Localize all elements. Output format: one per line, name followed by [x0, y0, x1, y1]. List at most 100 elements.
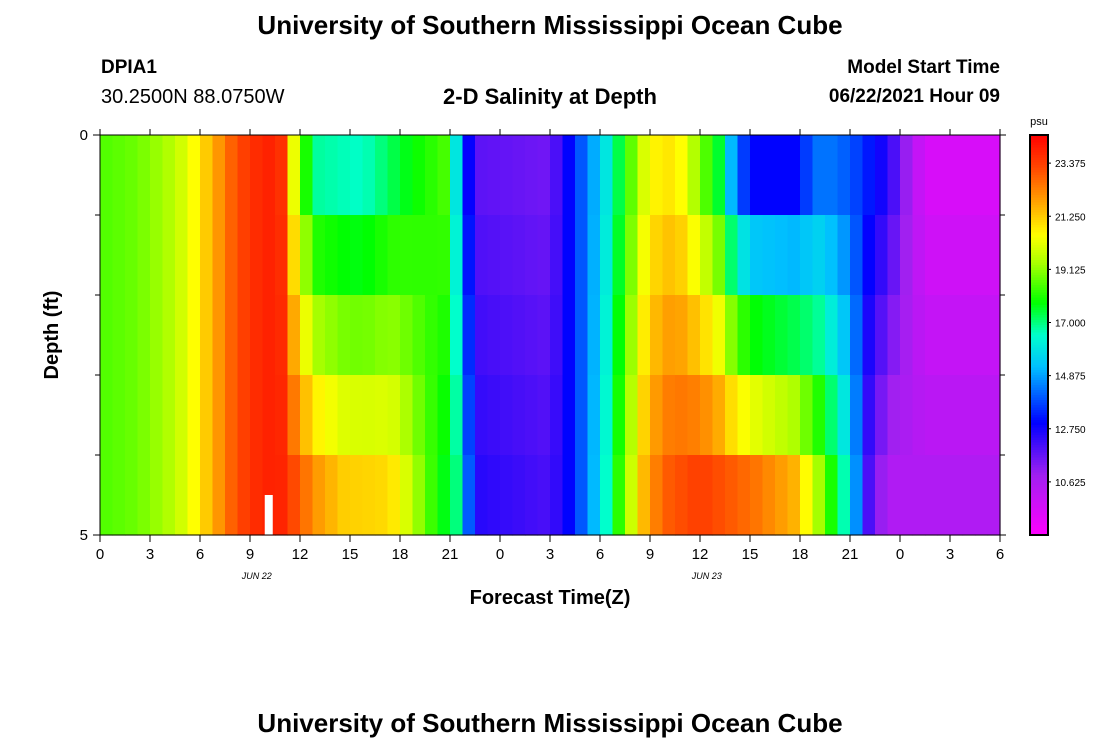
heatmap-cell [712, 295, 726, 376]
colorbar-segment [1030, 417, 1048, 421]
heatmap-cell [387, 215, 401, 296]
heatmap-cell [150, 135, 164, 216]
heatmap-cell [825, 295, 839, 376]
heatmap-cell [700, 295, 714, 376]
heatmap-cell [387, 375, 401, 456]
heatmap-cell [550, 215, 564, 296]
heatmap-cell [312, 135, 326, 216]
heatmap-cell [862, 295, 876, 376]
heatmap-cell [625, 215, 639, 296]
x-tick-label: 21 [442, 546, 459, 563]
heatmap-cell [800, 375, 814, 456]
station-coordinates: 30.2500N 88.0750W [101, 86, 285, 108]
colorbar-segment [1030, 505, 1048, 508]
heatmap-cell [137, 295, 151, 376]
colorbar-segment [1030, 402, 1048, 406]
colorbar-segment [1030, 415, 1048, 418]
colorbar-segment [1030, 530, 1048, 533]
heatmap-cell [837, 295, 851, 376]
heatmap-cell [687, 215, 701, 296]
colorbar-segment [1030, 175, 1048, 178]
colorbar-segment [1030, 147, 1048, 151]
heatmap-cell [162, 215, 176, 296]
heatmap-cell [612, 295, 626, 376]
colorbar-segment [1030, 135, 1048, 138]
heatmap-cell [875, 455, 889, 536]
x-tick-label: 0 [896, 546, 904, 563]
heatmap-cell [862, 375, 876, 456]
heatmap-cell [362, 295, 376, 376]
y-tick-label: 5 [80, 527, 88, 544]
heatmap-cell [562, 455, 576, 536]
heatmap-cell [850, 135, 864, 216]
heatmap-cell [575, 215, 589, 296]
x-date-label: JUN 23 [691, 571, 722, 581]
heatmap-cell [562, 375, 576, 456]
heatmap-cell [137, 375, 151, 456]
heatmap-cell [362, 455, 376, 536]
colorbar-segment [1030, 220, 1048, 223]
heatmap-cell [587, 295, 601, 376]
heatmap-cell [700, 135, 714, 216]
heatmap-cell [837, 135, 851, 216]
heatmap-cell [975, 135, 989, 216]
heatmap-cell [425, 375, 439, 456]
heatmap-cell [125, 455, 139, 536]
heatmap-cell [675, 135, 689, 216]
colorbar-segment [1030, 267, 1048, 271]
footer-title: University of Southern Mississippi Ocean… [257, 708, 843, 738]
heatmap-cell [587, 135, 601, 216]
heatmap-cell [750, 455, 764, 536]
x-tick-label: 6 [996, 546, 1004, 563]
heatmap-cell [412, 455, 426, 536]
heatmap-cell [325, 455, 339, 536]
heatmap-cell [937, 455, 951, 536]
heatmap-cell [125, 375, 139, 456]
heatmap-cell [475, 455, 489, 536]
heatmap-cell [112, 295, 126, 376]
heatmap-cell [975, 375, 989, 456]
heatmap-cell [337, 455, 351, 536]
heatmap-cell [812, 215, 826, 296]
colorbar-segment [1030, 212, 1048, 216]
colorbar-segment [1030, 210, 1048, 213]
heatmap-cell [587, 455, 601, 536]
colorbar-segment [1030, 222, 1048, 226]
figure-title: University of Southern Mississippi Ocean… [257, 10, 843, 40]
heatmap-cell [250, 455, 264, 536]
heatmap-cell [225, 455, 239, 536]
x-tick-label: 0 [96, 546, 104, 563]
heatmap-cell [812, 135, 826, 216]
heatmap-cell [750, 215, 764, 296]
heatmap-cell [512, 455, 526, 536]
heatmap-cell [512, 215, 526, 296]
heatmap-cell [887, 375, 901, 456]
heatmap-cell [500, 455, 514, 536]
heatmap-cell [900, 215, 914, 296]
colorbar-frame [1029, 134, 1049, 536]
heatmap-cell [437, 375, 451, 456]
heatmap-cell [262, 375, 276, 456]
colorbar-segment [1030, 477, 1048, 481]
heatmap-cell [637, 295, 651, 376]
heatmap-cell [275, 455, 289, 536]
heatmap-cell [600, 455, 614, 536]
heatmap-cell [825, 455, 839, 536]
heatmap-cell [775, 375, 789, 456]
heatmap-cell [350, 135, 364, 216]
heatmap-cell [450, 215, 464, 296]
colorbar-segment [1030, 157, 1048, 161]
x-tick-label: 6 [196, 546, 204, 563]
heatmap-cell [150, 455, 164, 536]
colorbar-segment [1030, 252, 1048, 256]
heatmap-cell [500, 135, 514, 216]
heatmap-cell [500, 375, 514, 456]
colorbar-segment [1030, 162, 1048, 166]
heatmap-cell [687, 455, 701, 536]
colorbar-segment [1030, 512, 1048, 516]
model-start-label: Model Start Time [847, 57, 1000, 78]
colorbar-segment [1030, 180, 1048, 183]
heatmap-cell [200, 375, 214, 456]
heatmap-cell [600, 135, 614, 216]
heatmap-cell [450, 295, 464, 376]
